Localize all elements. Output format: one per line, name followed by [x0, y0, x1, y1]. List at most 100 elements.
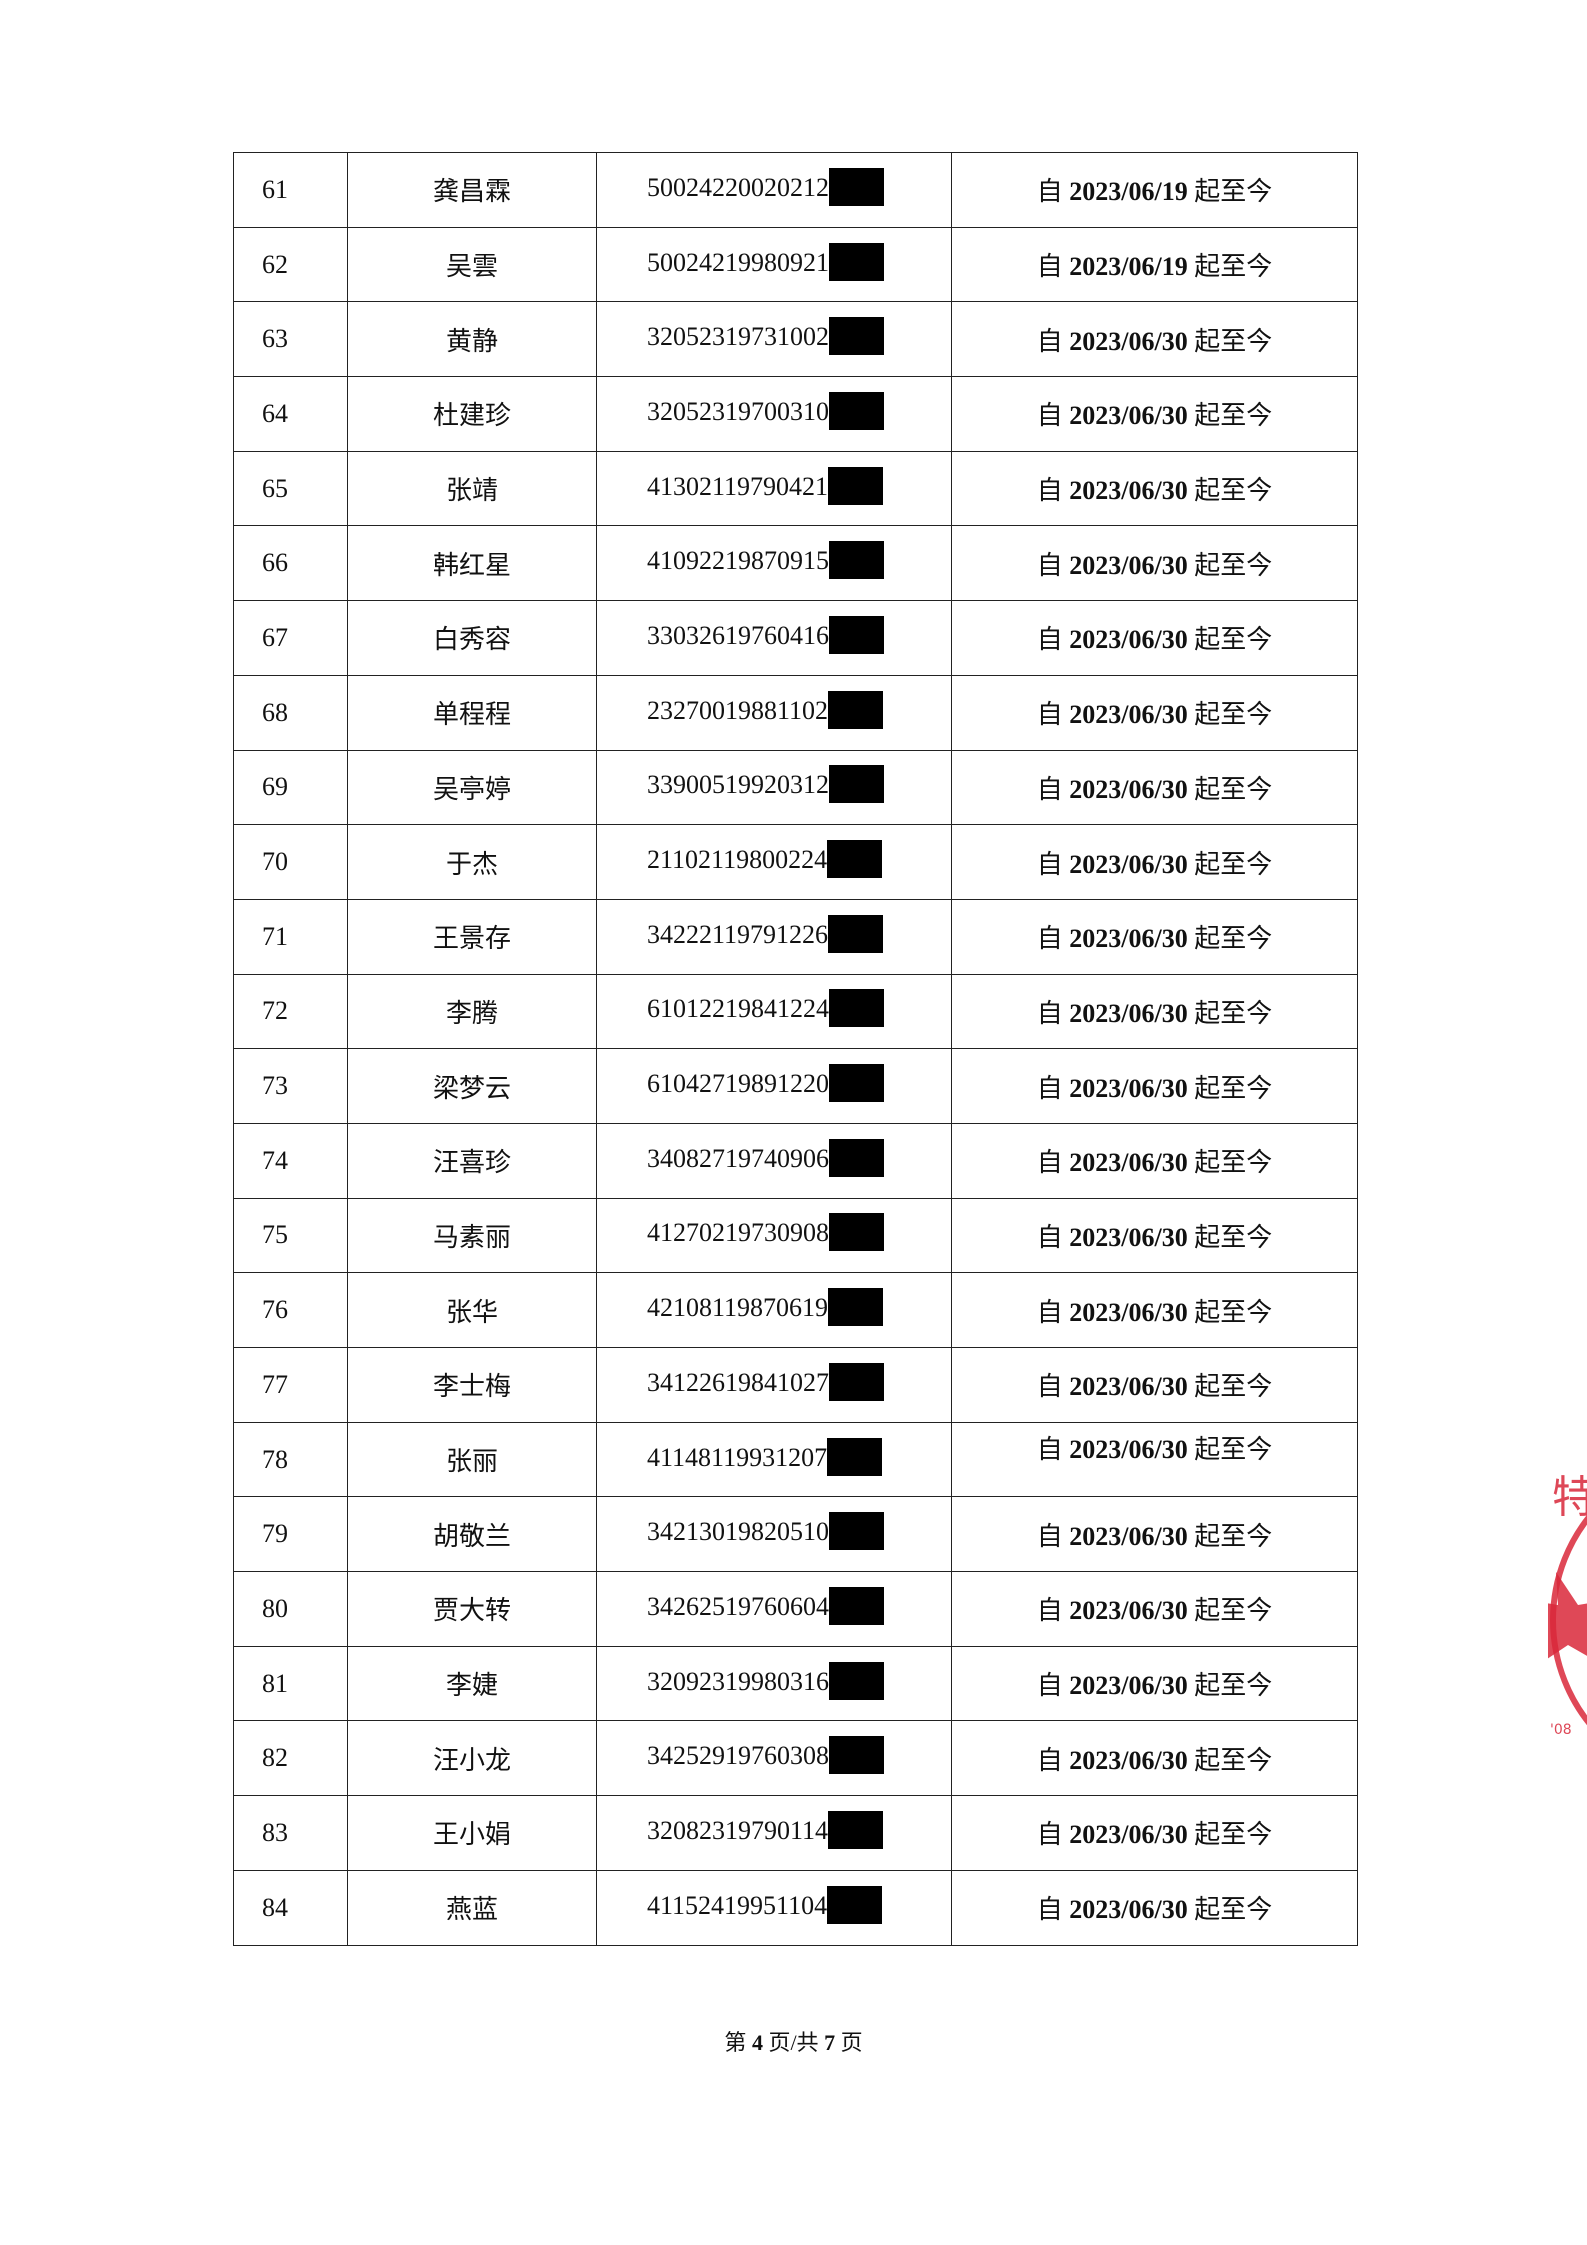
date-suffix: 起至今	[1194, 1820, 1273, 1850]
date-prefix: 自	[1036, 1372, 1063, 1402]
table-row: 64 杜建珍 32052319700310 自 2023/06/30 起至今	[233, 376, 1358, 452]
id-number: 41152419951104	[647, 1890, 828, 1920]
start-date-cell: 自 2023/06/30 起至今	[951, 824, 1358, 900]
person-name: 张华	[347, 1272, 597, 1348]
id-number-cell: 34213019820510	[596, 1496, 952, 1573]
date-suffix: 起至今	[1194, 1434, 1273, 1464]
date-prefix: 自	[1036, 1596, 1063, 1626]
id-number-cell: 41270219730908	[596, 1197, 952, 1274]
date-suffix: 起至今	[1194, 625, 1273, 655]
start-date-cell: 自 2023/06/30 起至今	[951, 1272, 1358, 1348]
start-date: 2023/06/30	[1069, 1372, 1188, 1402]
table-row: 67 白秀容 33032619760416 自 2023/06/30 起至今	[233, 600, 1358, 676]
date-prefix: 自	[1036, 1148, 1063, 1178]
id-number-cell: 32052319700310	[596, 376, 952, 452]
person-name: 汪喜珍	[347, 1122, 597, 1199]
person-name: 燕蓝	[347, 1869, 597, 1946]
date-suffix: 起至今	[1194, 1596, 1273, 1626]
person-name: 杜建珍	[347, 376, 597, 452]
row-number: 81	[233, 1645, 348, 1722]
redaction-block	[829, 1213, 884, 1252]
member-table: 61 龚昌霖 50024220020212 自 2023/06/19 起至今 62 吴雲 5…	[233, 152, 1358, 1946]
date-prefix: 自	[1036, 1895, 1063, 1925]
table-row: 78 张丽 41148119931207 自 2023/06/30 起至今	[233, 1421, 1358, 1498]
date-suffix: 起至今	[1194, 1521, 1273, 1551]
date-suffix: 起至今	[1194, 177, 1273, 207]
person-name: 李士梅	[347, 1347, 597, 1423]
redaction-block	[828, 690, 884, 729]
start-date-cell: 自 2023/06/30 起至今	[951, 1795, 1358, 1871]
redaction-block	[828, 1288, 884, 1327]
date-suffix: 起至今	[1194, 1297, 1273, 1327]
table-row: 77 李士梅 34122619841027 自 2023/06/30 起至今	[233, 1347, 1358, 1423]
start-date: 2023/06/19	[1069, 177, 1188, 207]
person-name: 王景存	[347, 898, 597, 975]
date-prefix: 自	[1036, 1820, 1063, 1850]
person-name: 贾大转	[347, 1571, 597, 1647]
redaction-block	[829, 1512, 884, 1551]
start-date: 2023/06/30	[1069, 401, 1188, 431]
date-prefix: 自	[1036, 401, 1063, 431]
redaction-block	[829, 1362, 884, 1401]
redaction-block	[829, 317, 884, 356]
id-number: 21102119800224	[647, 845, 828, 874]
id-number-cell: 32082319790114	[596, 1795, 952, 1871]
date-prefix: 自	[1036, 252, 1063, 282]
start-date-cell: 自 2023/06/30 起至今	[951, 376, 1358, 452]
footer-suffix: 页	[840, 2030, 863, 2055]
start-date-cell: 自 2023/06/30 起至今	[951, 1720, 1358, 1797]
start-date: 2023/06/19	[1069, 252, 1188, 282]
redaction-block	[829, 1661, 884, 1700]
person-name: 黄静	[347, 301, 597, 378]
person-name: 白秀容	[347, 600, 597, 676]
start-date: 2023/06/30	[1069, 774, 1188, 804]
start-date-cell: 自 2023/06/30 起至今	[951, 749, 1358, 826]
redaction-block	[827, 840, 883, 879]
start-date: 2023/06/30	[1069, 1820, 1188, 1850]
redaction-block	[829, 391, 884, 430]
table-row: 66 韩红星 41092219870915 自 2023/06/30 起至今	[233, 525, 1358, 602]
row-number: 82	[233, 1720, 348, 1797]
person-name: 马素丽	[347, 1197, 597, 1274]
id-number-cell: 34222119791226	[596, 898, 952, 975]
row-number: 70	[233, 824, 348, 900]
date-prefix: 自	[1036, 326, 1063, 356]
redaction-block	[829, 765, 884, 804]
start-date-cell: 自 2023/06/30 起至今	[951, 1496, 1358, 1573]
start-date: 2023/06/30	[1069, 998, 1188, 1028]
table-row: 72 李腾 61012219841224 自 2023/06/30 起至今	[233, 973, 1358, 1050]
date-suffix: 起至今	[1194, 1895, 1273, 1925]
start-date-cell: 自 2023/06/30 起至今	[951, 1869, 1358, 1946]
id-number-cell: 34252919760308	[596, 1720, 952, 1797]
table-row: 83 王小娟 32082319790114 自 2023/06/30 起至今	[233, 1795, 1358, 1871]
person-name: 梁梦云	[347, 1048, 597, 1124]
redaction-block	[828, 1810, 884, 1849]
start-date-cell: 自 2023/06/30 起至今	[951, 1122, 1358, 1199]
row-number: 69	[233, 749, 348, 826]
table-row: 70 于杰 21102119800224 自 2023/06/30 起至今	[233, 824, 1358, 900]
table-row: 84 燕蓝 41152419951104 自 2023/06/30 起至今	[233, 1869, 1358, 1946]
date-prefix: 自	[1036, 774, 1063, 804]
start-date-cell: 自 2023/06/19 起至今	[951, 226, 1358, 303]
id-number: 33900519920312	[647, 770, 829, 800]
id-number: 41148119931207	[647, 1442, 828, 1472]
redaction-block	[829, 167, 884, 206]
id-number-cell: 41148119931207	[596, 1421, 952, 1498]
date-prefix: 自	[1036, 849, 1063, 879]
date-suffix: 起至今	[1194, 476, 1273, 506]
redaction-block	[829, 989, 884, 1028]
id-number-cell: 34262519760604	[596, 1571, 952, 1647]
date-suffix: 起至今	[1194, 1222, 1273, 1252]
row-number: 79	[233, 1496, 348, 1573]
person-name: 张丽	[347, 1421, 597, 1498]
start-date: 2023/06/30	[1069, 1297, 1188, 1327]
row-number: 66	[233, 525, 348, 602]
id-number-cell: 50024220020212	[596, 152, 952, 228]
id-number-cell: 41152419951104	[596, 1869, 952, 1946]
id-number: 32082319790114	[647, 1815, 829, 1845]
id-number: 34082719740906	[647, 1143, 829, 1173]
person-name: 龚昌霖	[347, 152, 597, 228]
start-date-cell: 自 2023/06/30 起至今	[951, 1048, 1358, 1124]
date-prefix: 自	[1036, 700, 1063, 730]
id-number-cell: 50024219980921	[596, 226, 952, 303]
